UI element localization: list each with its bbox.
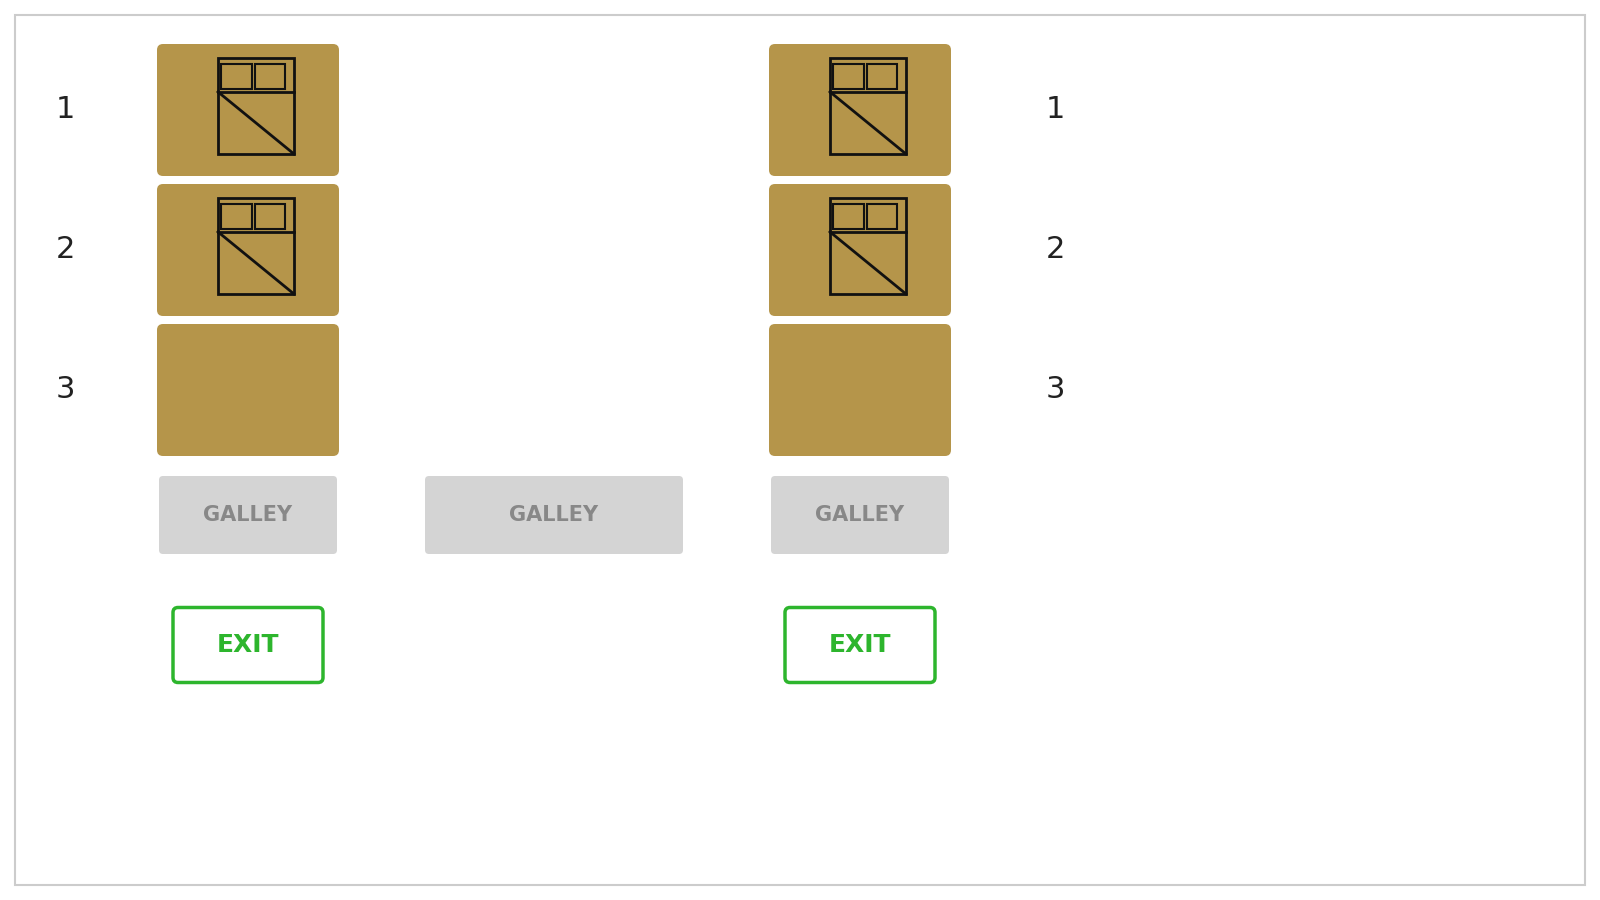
- FancyBboxPatch shape: [786, 608, 934, 682]
- FancyBboxPatch shape: [158, 476, 338, 554]
- Text: 2: 2: [1045, 236, 1064, 265]
- Text: 3: 3: [1045, 375, 1064, 404]
- Text: GALLEY: GALLEY: [816, 505, 904, 525]
- Bar: [221, 64, 251, 89]
- FancyBboxPatch shape: [157, 184, 339, 316]
- FancyBboxPatch shape: [770, 44, 950, 176]
- FancyBboxPatch shape: [770, 184, 950, 316]
- Bar: [254, 204, 285, 229]
- Bar: [830, 198, 906, 294]
- Text: 2: 2: [56, 236, 75, 265]
- Text: 1: 1: [56, 95, 75, 124]
- FancyBboxPatch shape: [426, 476, 683, 554]
- Bar: [830, 58, 906, 154]
- Bar: [218, 198, 294, 294]
- FancyBboxPatch shape: [157, 44, 339, 176]
- Text: 3: 3: [56, 375, 75, 404]
- Text: EXIT: EXIT: [829, 633, 891, 657]
- Bar: [834, 204, 864, 229]
- Bar: [254, 64, 285, 89]
- FancyBboxPatch shape: [771, 476, 949, 554]
- FancyBboxPatch shape: [770, 324, 950, 456]
- FancyBboxPatch shape: [157, 324, 339, 456]
- Bar: [834, 64, 864, 89]
- Text: EXIT: EXIT: [216, 633, 280, 657]
- Bar: [867, 64, 898, 89]
- FancyBboxPatch shape: [14, 15, 1586, 885]
- FancyBboxPatch shape: [173, 608, 323, 682]
- Text: GALLEY: GALLEY: [203, 505, 293, 525]
- Text: GALLEY: GALLEY: [509, 505, 598, 525]
- Bar: [867, 204, 898, 229]
- Text: 1: 1: [1045, 95, 1064, 124]
- Bar: [221, 204, 251, 229]
- Bar: [218, 58, 294, 154]
